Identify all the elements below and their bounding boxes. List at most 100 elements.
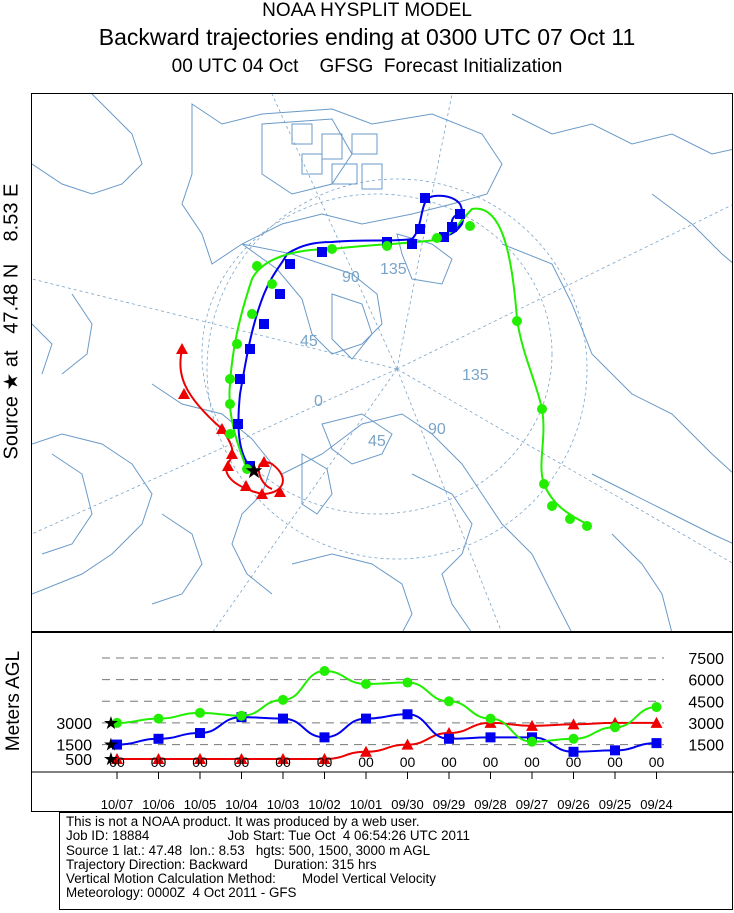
red-marker-4 [222,460,234,471]
altitude-point-green-4 [278,694,288,705]
red-marker-3 [226,448,238,459]
altitude-plot: 7500 6000 4500 3000 1500 3000 ★ 1500 ★ 500 ★ 00 10… [32,651,734,812]
altitude-point-green-10 [527,736,537,747]
xtick-date-13: 09/24 [640,797,673,812]
blue-marker-13 [455,209,465,219]
altitude-gridlines: 7500 6000 4500 3000 1500 [102,651,724,755]
altitude-line-green [116,669,657,743]
grid-label-4: 0 [314,393,323,410]
green-marker-0 [242,464,252,474]
green-marker-15 [547,501,557,511]
time-ticks: 00 10/07 00 10/06 00 10/05 00 10/04 00 10/03 00 10/… [101,754,673,812]
altitude-point-green-9 [485,713,496,724]
altitude-chart: 7500 6000 4500 3000 1500 3000 ★ 1500 ★ 500 ★ 00 10… [31,632,734,812]
altitude-point-green-6 [361,678,371,689]
xtick-hour-10: 00 [524,754,540,770]
green-marker-14 [539,479,549,489]
blue-marker-7 [317,247,327,257]
xtick-date-4: 10/03 [267,797,300,812]
altitude-point-green-13 [651,702,662,713]
xtick-date-10: 09/27 [516,797,549,812]
xtick-hour-4: 00 [275,754,291,770]
source-location-label: Source ★ at 47.48 N 8.53 E [0,183,23,460]
altitude-point-blue-4 [278,713,288,724]
altitude-point-red-11 [567,718,580,730]
grid-label-5: 90 [428,421,446,438]
xtick-hour-1: 00 [151,754,167,770]
green-marker-16 [565,514,575,524]
altitude-line-red [117,721,657,760]
source-star-icon: ★ [244,458,264,483]
title-main: Backward trajectories ending at 0300 UTC… [98,24,636,50]
green-marker-12 [512,316,522,326]
start-star-icon-1: ★ [103,735,119,755]
altitude-point-blue-2 [195,728,205,739]
info-source: Source 1 lat.: 47.48 lon.: 8.53 hgts: 50… [66,842,431,858]
xtick-hour-5: 00 [317,754,333,770]
altitude-point-green-2 [195,707,205,718]
grid-label-3: 135 [462,367,489,384]
trajectory-markers [176,193,592,531]
green-marker-7 [252,261,262,271]
grid-label-2: 45 [300,333,318,350]
xtick-hour-12: 00 [607,754,623,770]
ytick-left-0: 3000 [56,716,92,733]
altitude-point-green-11 [568,733,579,744]
green-marker-2 [225,399,235,409]
altitude-point-blue-9 [485,732,496,743]
green-marker-3 [225,374,235,384]
altitude-point-blue-7 [402,709,413,720]
altitude-point-red-6 [360,745,372,757]
green-marker-4 [232,339,242,349]
xtick-hour-8: 00 [441,754,457,770]
altitude-point-green-0 [112,717,122,728]
green-marker-13 [537,404,547,414]
altitude-point-red-5 [318,753,331,764]
xtick-date-7: 09/30 [391,797,424,812]
altitude-point-blue-13 [651,738,662,749]
green-marker-17 [582,521,592,531]
xtick-hour-11: 00 [566,754,582,770]
trajectory-map: 90 135 45 135 0 90 45 ★ [31,93,733,632]
xtick-date-1: 10/06 [142,797,175,812]
altitude-point-red-0 [111,753,123,764]
altitude-point-red-1 [152,753,165,764]
xtick-date-11: 09/26 [557,797,590,812]
map-canvas: 90 135 45 135 0 90 45 ★ [32,94,732,631]
altitude-point-blue-5 [319,732,330,743]
red-marker-1 [178,388,190,399]
info-vertical-motion: Vertical Motion Calculation Method: Mode… [66,871,436,887]
grid-labels: 90 135 45 135 0 90 45 [300,261,489,450]
altitude-point-green-5 [319,665,330,676]
blue-marker-11 [420,193,430,203]
ytick-right-4: 1500 [688,738,724,755]
info-direction: Trajectory Direction: Backward Duration:… [66,856,377,872]
blue-marker-1 [233,419,243,429]
altitude-point-red-7 [401,738,414,750]
altitude-series [111,665,663,764]
start-height-stars: 3000 ★ 1500 ★ 500 ★ [56,713,119,769]
info-disclaimer: This is not a NOAA product. It was produ… [66,814,420,829]
red-marker-7 [274,486,286,497]
grid-label-0: 90 [342,269,360,286]
altitude-point-blue-8 [444,733,454,744]
red-marker-8 [258,456,270,467]
altitude-point-red-10 [526,719,538,731]
blue-marker-5 [275,289,285,299]
altitude-point-green-12 [610,722,620,733]
xtick-date-9: 09/28 [474,797,507,812]
ytick-left-1: 1500 [56,738,92,755]
xtick-hour-0: 00 [109,754,125,770]
blue-marker-4 [259,319,269,329]
xtick-hour-9: 00 [483,754,499,770]
ytick-right-0: 7500 [688,651,724,668]
xtick-hour-6: 00 [358,754,374,770]
xtick-date-3: 10/04 [225,797,258,812]
title-init: 00 UTC 04 Oct GFSG Forecast Initializati… [171,56,563,77]
start-star-icon-2: ★ [103,749,119,769]
red-marker-5 [240,480,252,491]
xtick-date-0: 10/07 [101,797,134,812]
title-model: NOAA HYSPLIT MODEL [262,0,472,21]
ytick-right-2: 4500 [688,694,724,711]
altitude-point-red-4 [277,753,289,764]
